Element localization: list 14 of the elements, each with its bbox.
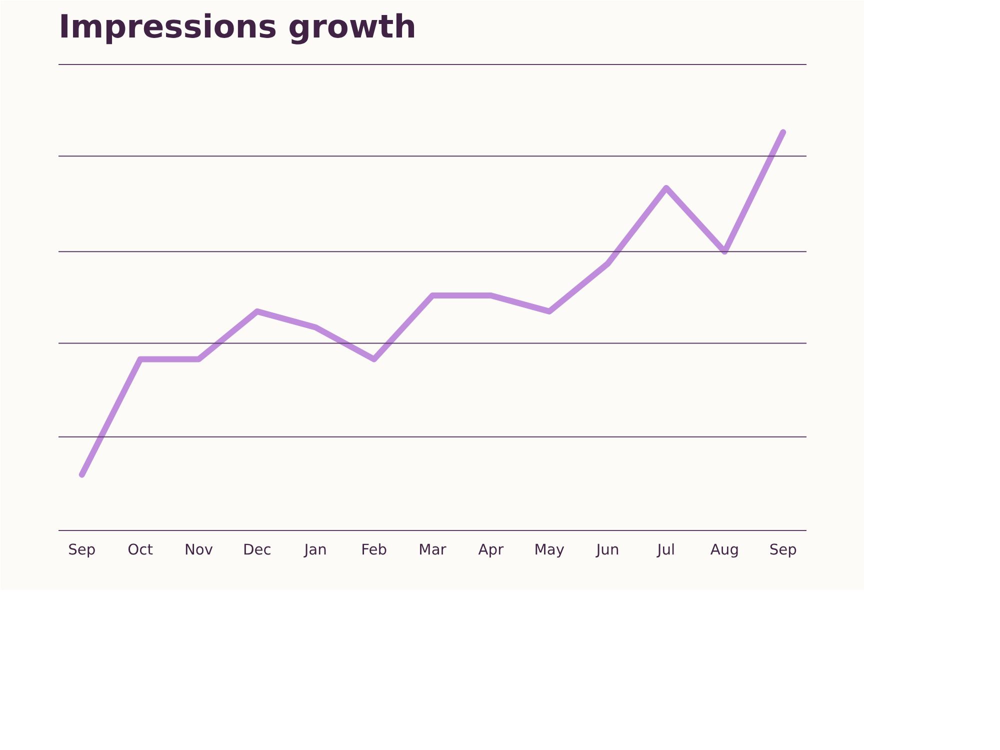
- x-tick-label: Dec: [243, 542, 272, 558]
- x-tick-label: Jan: [303, 542, 327, 558]
- x-tick-label: Sep: [68, 542, 96, 558]
- x-tick-label: Feb: [361, 542, 388, 558]
- x-tick-label: Apr: [478, 542, 505, 558]
- x-tick-label: Jun: [595, 542, 620, 558]
- x-tick-label: Oct: [128, 542, 154, 558]
- x-tick-label: Aug: [710, 542, 740, 558]
- x-tick-label: Nov: [184, 542, 214, 558]
- x-tick-label: Sep: [769, 542, 797, 558]
- x-tick-label: May: [534, 542, 565, 558]
- x-tick-label: Mar: [418, 542, 448, 558]
- x-tick-label: Jul: [656, 542, 676, 558]
- chart-title: Impressions growth: [58, 8, 416, 46]
